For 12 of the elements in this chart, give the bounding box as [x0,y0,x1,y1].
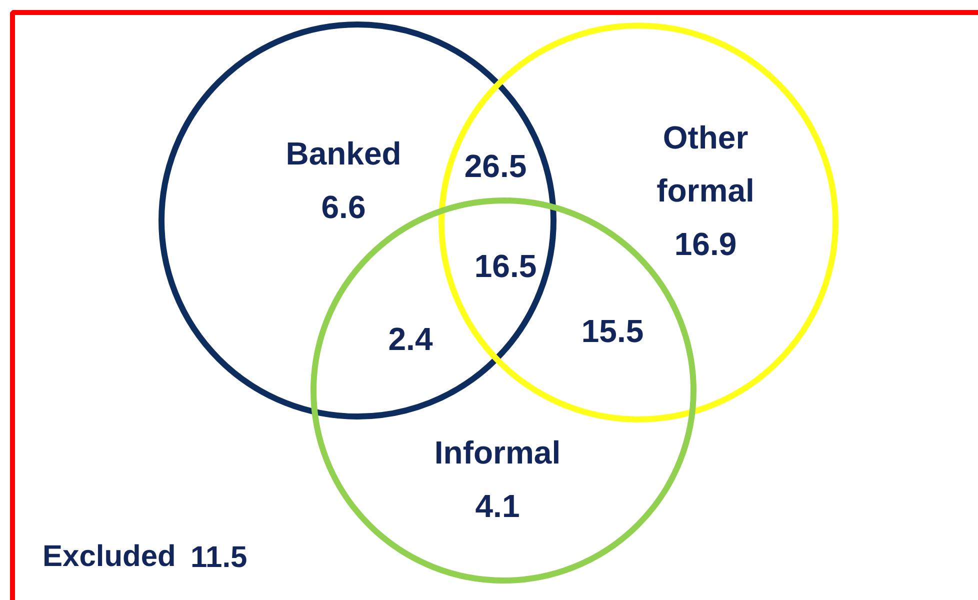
text: 26.5 [464,148,527,184]
category-label: Other formal [656,120,754,208]
text: 16.5 [474,248,537,284]
category-label: Informal [434,434,561,470]
text: 2.4 [388,321,433,357]
data-label: 11.5 [190,541,248,574]
text: 15.5 [581,313,644,349]
category-label: Banked [286,136,402,172]
data-label: 4.1 [475,488,520,524]
category-label: Excluded [42,540,176,573]
data-label: 16.9 [674,226,737,262]
data-label: 6.6 [321,189,366,225]
